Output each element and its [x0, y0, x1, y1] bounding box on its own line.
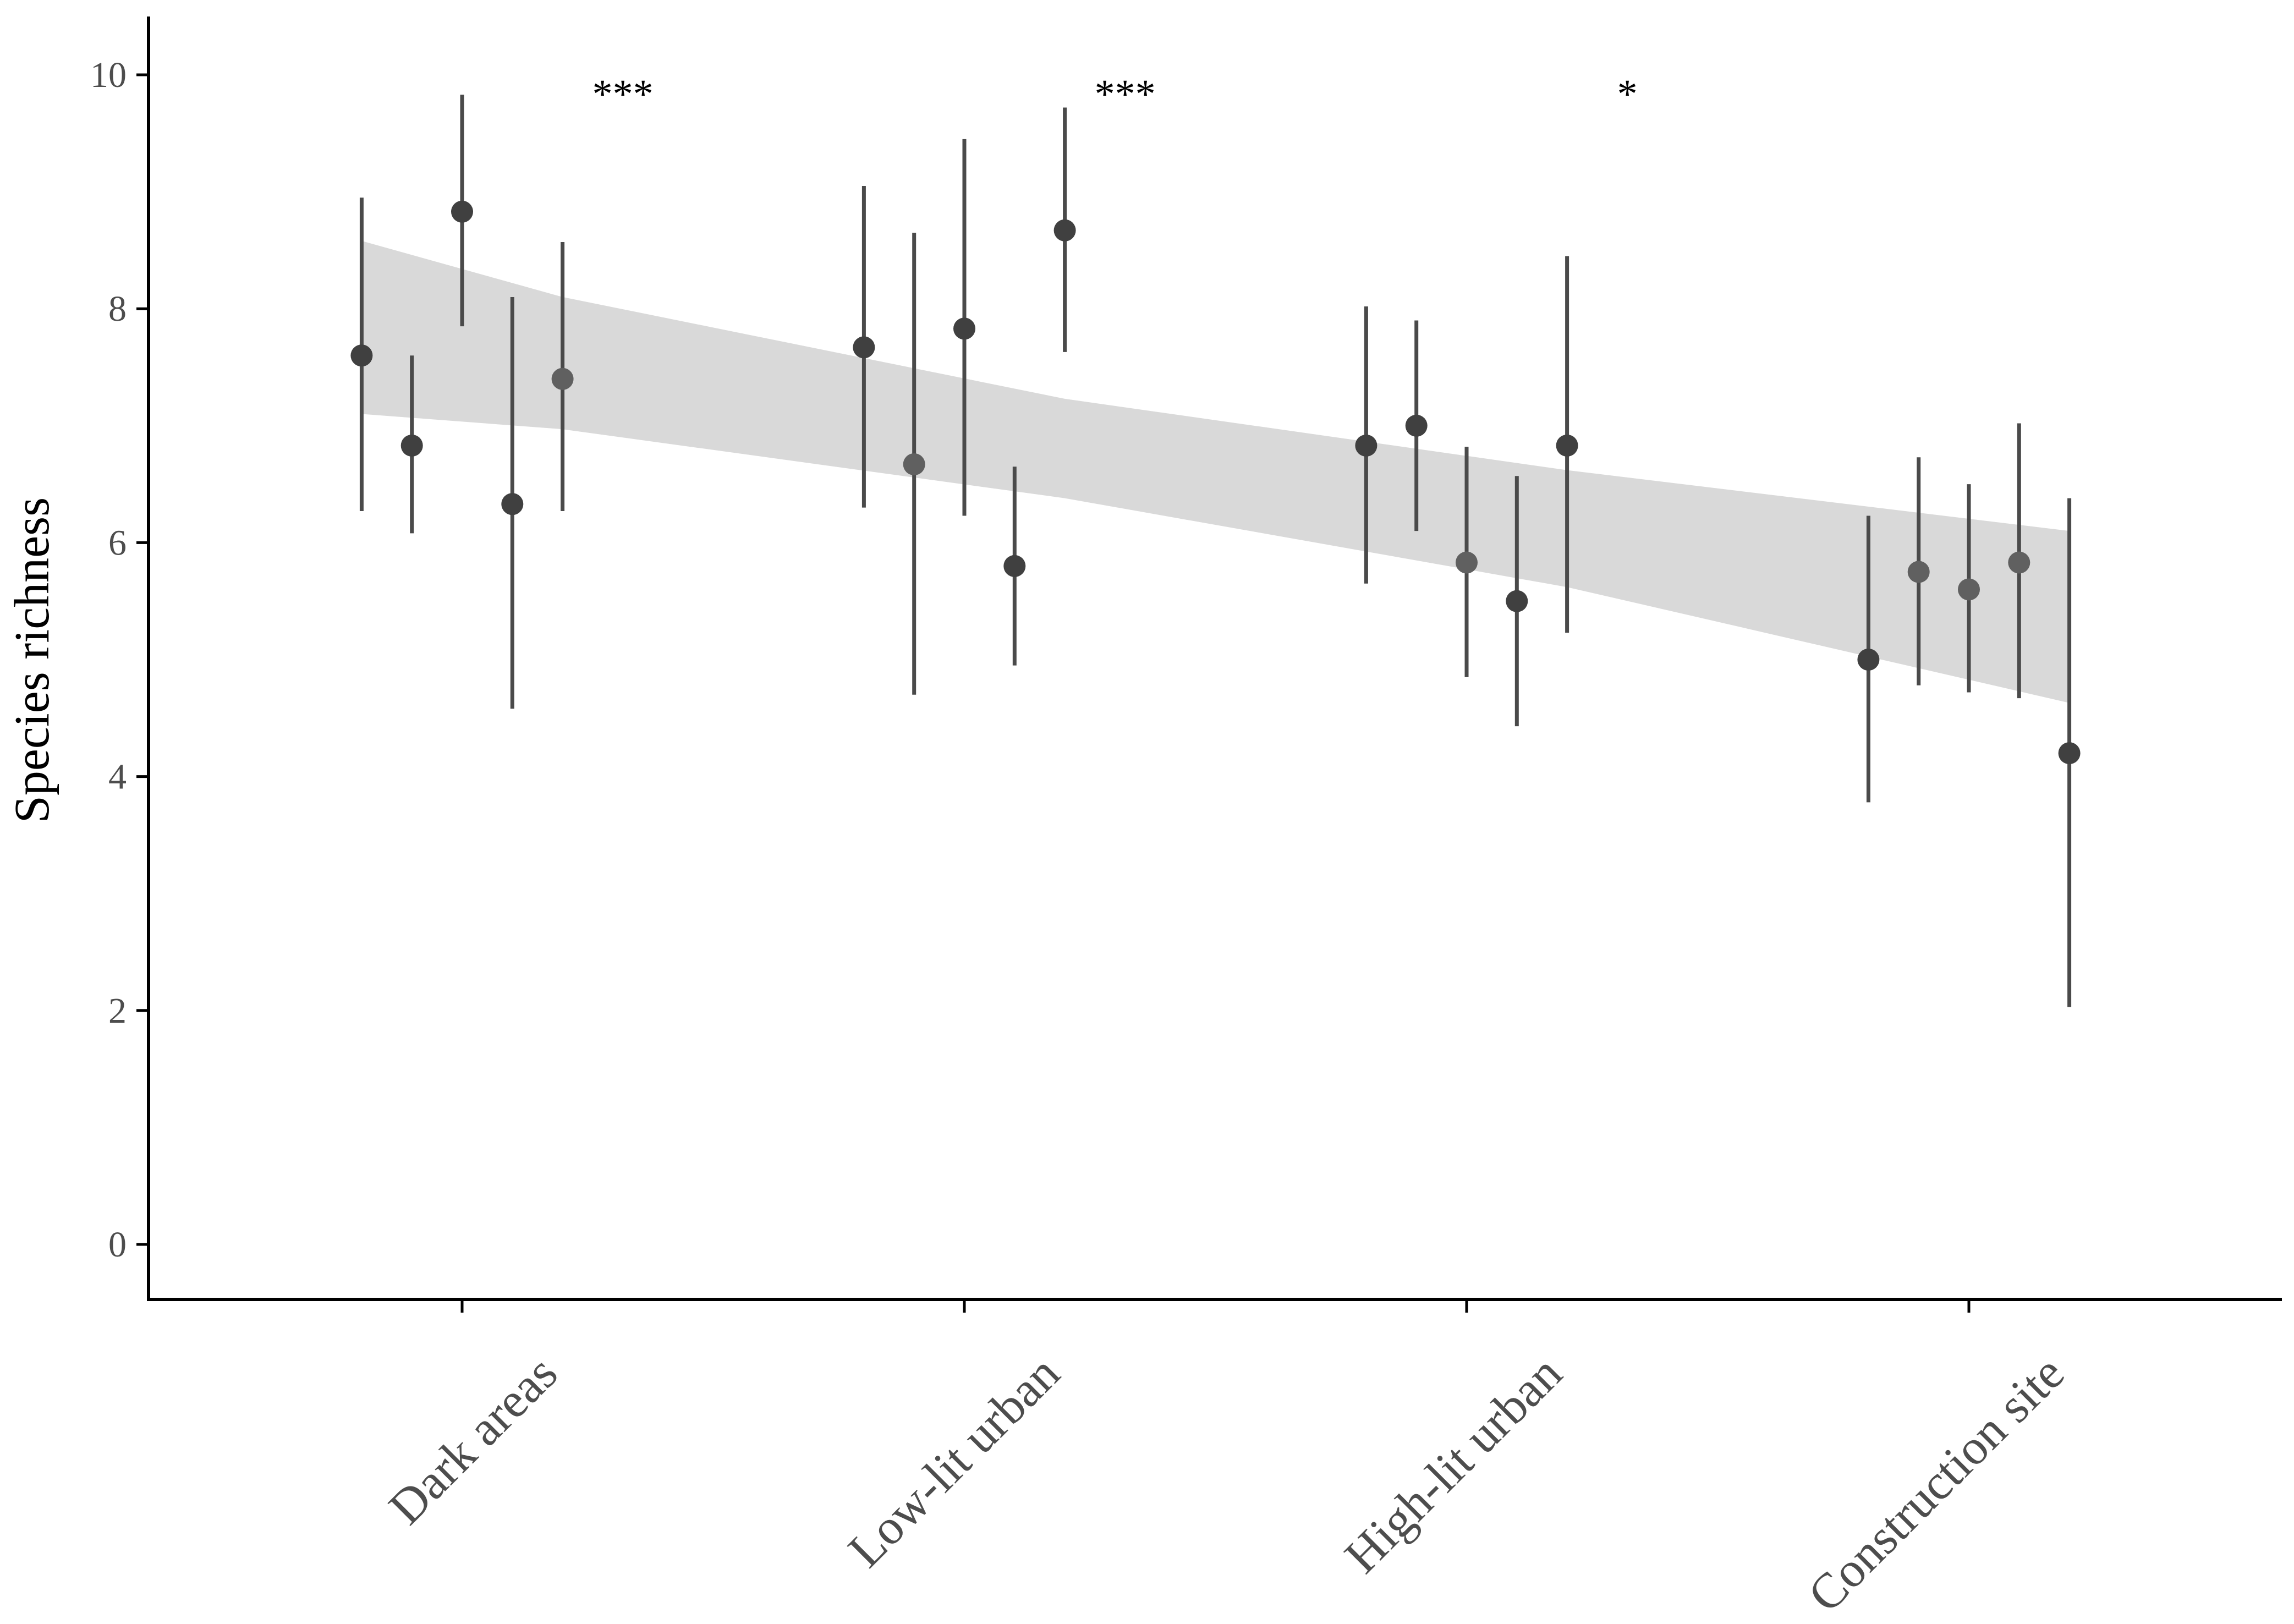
y-tick-label: 0 [108, 1225, 127, 1265]
y-tick-label: 4 [108, 757, 127, 797]
data-point [1405, 414, 1428, 437]
data-point [1857, 649, 1880, 671]
data-point [1003, 555, 1026, 577]
data-point [350, 344, 373, 367]
data-point [451, 200, 473, 223]
data-point [2058, 742, 2081, 765]
y-tick-label: 8 [108, 289, 127, 329]
data-point [1556, 434, 1578, 457]
data-point [903, 453, 925, 475]
data-point [953, 317, 975, 340]
data-point [1907, 561, 1930, 583]
data-point [1053, 219, 1076, 242]
data-point [1355, 434, 1378, 457]
data-point [1958, 578, 1980, 601]
significance-label: * [1617, 72, 1638, 117]
confidence-band-layer [361, 240, 2070, 703]
axes-layer [136, 17, 2282, 1313]
data-point [400, 434, 423, 457]
significance-label: *** [592, 72, 654, 117]
y-axis-title: Species richness [5, 497, 59, 823]
data-point [853, 336, 875, 359]
data-point [1506, 590, 1528, 612]
data-point [2008, 551, 2030, 574]
data-point [1456, 551, 1478, 574]
data-point [501, 493, 524, 515]
y-tick-label: 10 [90, 55, 127, 95]
data-point [551, 367, 574, 390]
significance-label: *** [1095, 72, 1156, 117]
y-tick-label: 2 [108, 991, 127, 1031]
points-layer [350, 200, 2081, 765]
y-tick-label: 6 [108, 523, 127, 563]
trend-confidence-band [361, 240, 2070, 703]
